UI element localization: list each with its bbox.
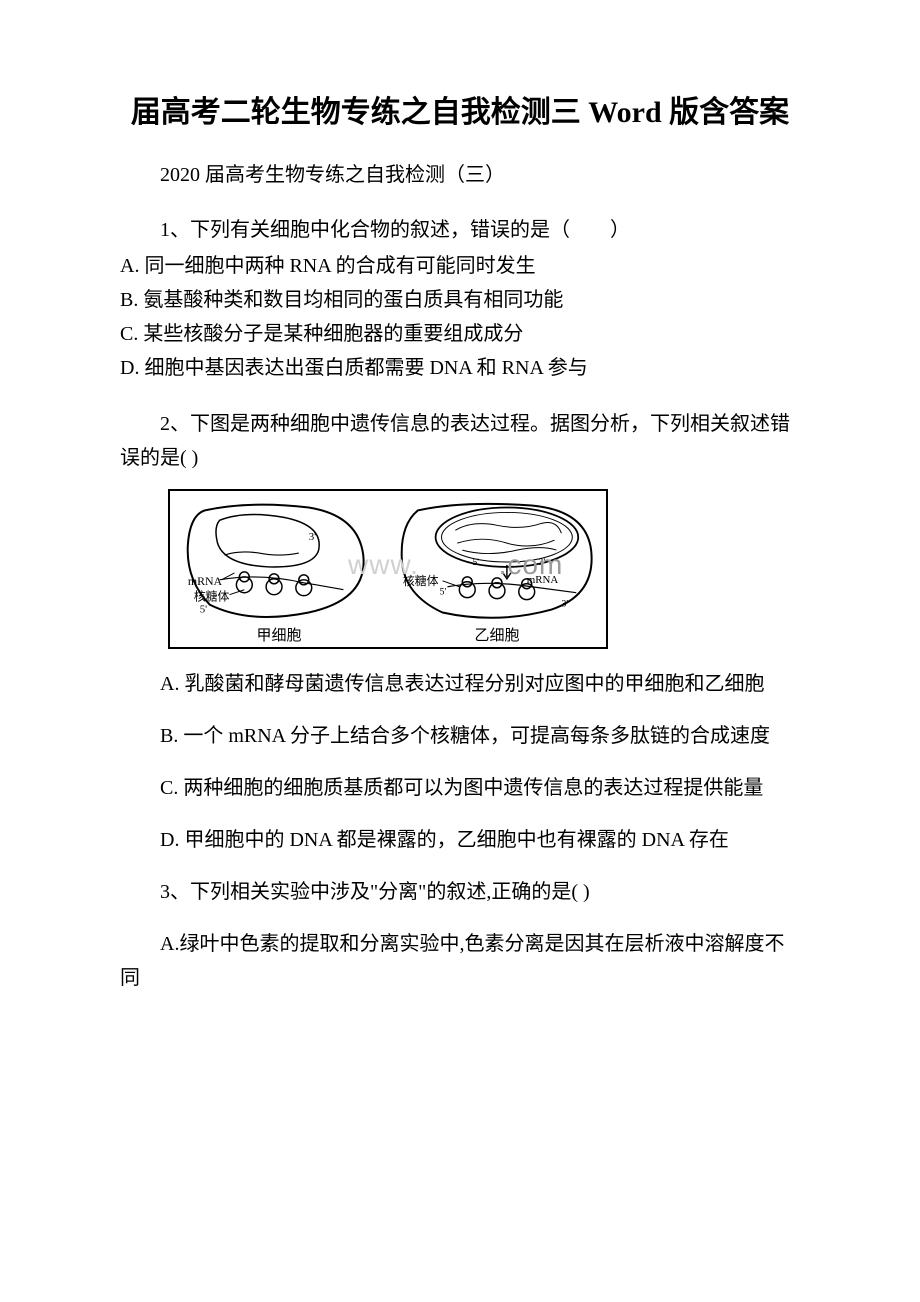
five-prime-left: 5' [200,604,207,616]
q1-option-d: D. 细胞中基因表达出蛋白质都需要 DNA 和 RNA 参与 [120,351,800,385]
q2-stem: 2、下图是两种细胞中遗传信息的表达过程。据图分析，下列相关叙述错误的是( ) [120,407,800,475]
cell-left-diagram: 3' mRNA 核糖体 5' [170,495,388,625]
q1-stem: 1、下列有关细胞中化合物的叙述，错误的是（ ） [120,213,800,247]
figure-cells: 3' mRNA 核糖体 5' 甲细胞 [168,489,608,649]
q1-option-a: A. 同一细胞中两种 RNA 的合成有可能同时发生 [120,249,800,283]
mrna-label-left: mRNA [188,574,223,588]
cell-right-label: 乙细胞 [474,624,519,645]
three-prime-outer: 3' [561,599,568,610]
q2-option-b: B. 一个 mRNA 分子上结合多个核糖体，可提高每条多肽链的合成速度 [120,719,800,753]
ribosome-label-right: 核糖体 [403,574,439,588]
q1-option-c: C. 某些核酸分子是某种细胞器的重要组成成分 [120,317,800,351]
five-prime-outer: 5' [440,587,447,598]
cell-right-panel: 5' 3' 核糖体 mRNA 5' 3' 乙细胞 [388,491,606,647]
ribosome-label-left: 核糖体 [194,590,230,604]
five-prime-inner: 5' [472,557,479,568]
three-prime-label: 3' [309,531,316,543]
document-subtitle: 2020 届高考生物专练之自我检测（三） [120,159,800,191]
q3-stem: 3、下列相关实验中涉及"分离"的叙述,正确的是( ) [120,875,800,909]
q2-option-a: A. 乳酸菌和酵母菌遗传信息表达过程分别对应图中的甲细胞和乙细胞 [120,667,800,701]
cell-right-diagram: 5' 3' 核糖体 mRNA 5' 3' [388,495,606,625]
three-prime-inner: 3' [539,557,546,568]
figure-frame: 3' mRNA 核糖体 5' 甲细胞 [168,489,608,649]
q2-option-d: D. 甲细胞中的 DNA 都是裸露的，乙细胞中也有裸露的 DNA 存在 [120,823,800,857]
q3-option-a: A.绿叶中色素的提取和分离实验中,色素分离是因其在层析液中溶解度不同 [120,927,800,995]
document-title: 届高考二轮生物专练之自我检测三 Word 版含答案 [120,90,800,135]
q1-option-b: B. 氨基酸种类和数目均相同的蛋白质具有相同功能 [120,283,800,317]
cell-left-panel: 3' mRNA 核糖体 5' 甲细胞 [170,491,388,647]
q2-option-c: C. 两种细胞的细胞质基质都可以为图中遗传信息的表达过程提供能量 [120,771,800,805]
cell-left-label: 甲细胞 [256,624,301,645]
